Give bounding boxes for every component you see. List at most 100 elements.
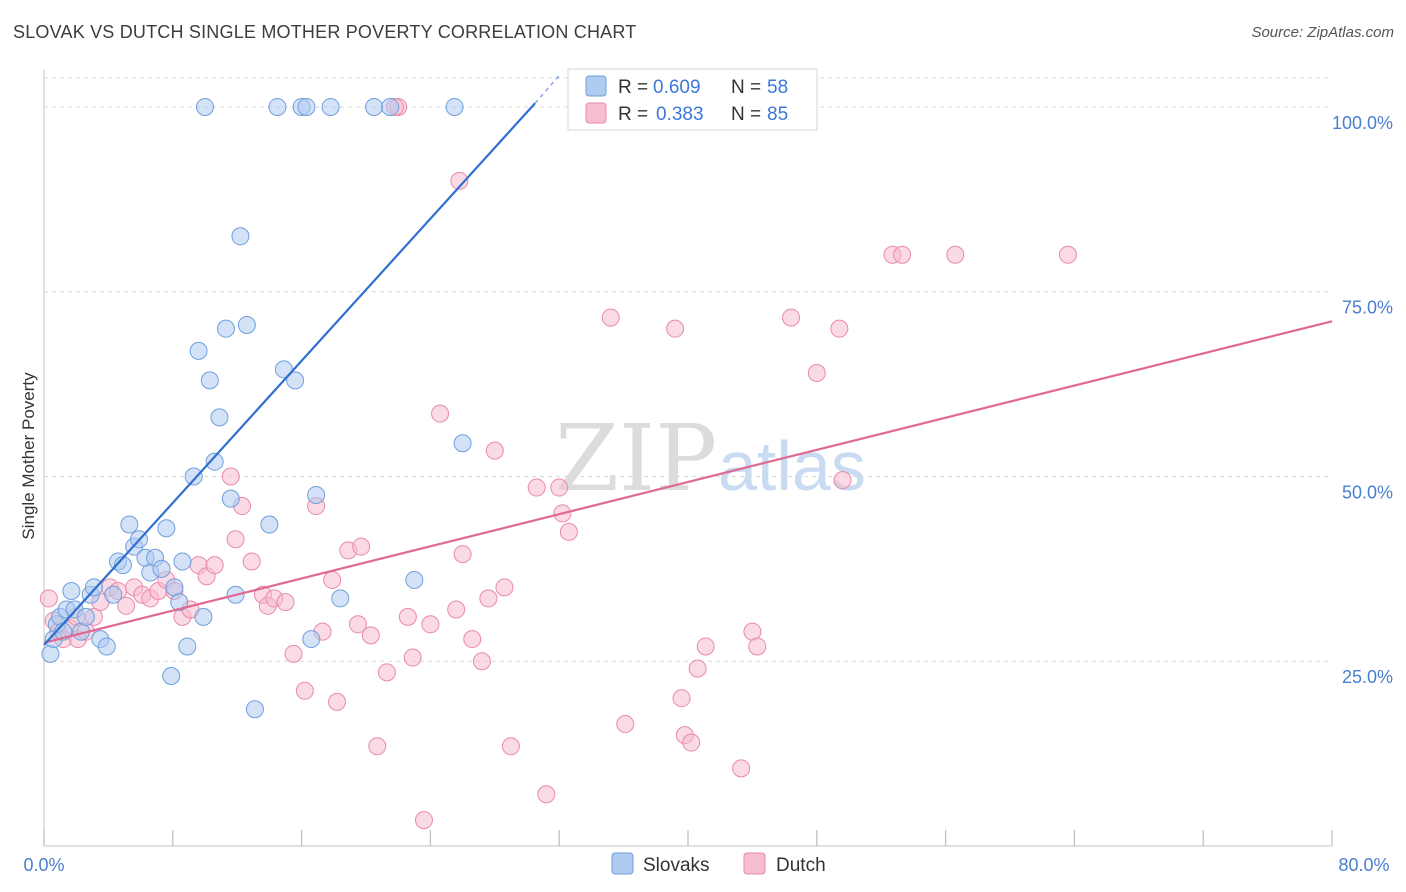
legend-box (567, 68, 818, 131)
slovaks-point (221, 489, 240, 508)
dutch-point (501, 737, 520, 756)
slovaks-point (104, 585, 123, 604)
dutch-point (463, 630, 482, 649)
dutch-point (242, 552, 261, 571)
legend-r-value-slovaks: 0.609 (653, 77, 701, 98)
slovaks-trend-line (43, 102, 536, 646)
slovaks-point (157, 519, 176, 538)
dutch-point (495, 578, 514, 597)
slovaks-point (381, 97, 400, 116)
y-tick-label-25: 25.0% (1342, 667, 1393, 687)
slovaks-point (41, 644, 60, 663)
dutch-point (479, 589, 498, 608)
dutch-point (368, 737, 387, 756)
slovaks-point (62, 582, 81, 601)
slovaks-point (184, 467, 203, 486)
dutch-point (696, 637, 715, 656)
slovaks-point (194, 607, 213, 626)
legend-n-label-dutch: N = (731, 104, 761, 125)
dutch-point (226, 530, 245, 549)
legend-bottom-label-dutch: Dutch (776, 855, 826, 876)
dutch-point (666, 319, 685, 338)
dutch-point (276, 593, 295, 612)
dutch-point (221, 467, 240, 486)
slovaks-point (231, 227, 250, 246)
trend-lines (43, 73, 1333, 646)
source-label: Source: ZipAtlas.com (1251, 24, 1394, 41)
slovaks-point (120, 515, 139, 534)
dutch-point (688, 659, 707, 678)
slovaks-point (205, 452, 224, 471)
dutch-point (403, 648, 422, 667)
watermark-atlas: atlas (718, 427, 866, 505)
slovaks-point (307, 485, 326, 504)
slovaks-trend-extension (534, 73, 562, 104)
slovaks-point (260, 515, 279, 534)
x-axis-ticks (43, 830, 1333, 846)
dutch-point (39, 589, 58, 608)
slovaks-point (321, 97, 340, 116)
y-tick-labels: 25.0% 50.0% 75.0% 100.0% (1332, 113, 1393, 687)
slovaks-point (297, 97, 316, 116)
slovaks-point (302, 630, 321, 649)
slovaks-point (196, 97, 214, 116)
dutch-point (414, 811, 433, 830)
slovaks-point (76, 607, 95, 626)
legend-swatch-dutch (585, 102, 607, 124)
dutch-point (601, 308, 620, 327)
slovaks-point (268, 97, 287, 116)
dutch-point (946, 245, 965, 264)
dutch-point (447, 600, 466, 619)
dutch-point (398, 607, 417, 626)
legend-bottom-swatch-slovaks (611, 852, 634, 875)
slovaks-point (189, 341, 208, 360)
legend-n-value-dutch: 85 (767, 104, 788, 125)
x-tick-label-min: 0.0% (23, 855, 64, 875)
dutch-point (453, 545, 472, 564)
dutch-point (295, 681, 314, 700)
legend-swatch-slovaks (585, 75, 607, 97)
dutch-point (348, 615, 367, 634)
legend-r-label-dutch: R = (618, 104, 648, 125)
dutch-point (352, 537, 371, 556)
legend-top: R = 0.609 N = 58 R = 0.383 N = 85 (567, 68, 818, 131)
slovaks-point (237, 315, 256, 334)
slovaks-point (331, 589, 350, 608)
dutch-point (421, 615, 440, 634)
slovaks-point (453, 434, 472, 453)
legend-n-label-slovaks: N = (731, 77, 761, 98)
dutch-trend-line (43, 320, 1333, 644)
slovaks-point (170, 593, 189, 612)
dutch-point (205, 556, 224, 575)
y-tick-label-75: 75.0% (1342, 298, 1393, 318)
dutch-point (431, 404, 450, 423)
dutch-point (284, 644, 303, 663)
dutch-point (782, 308, 801, 327)
dutch-point (527, 478, 546, 497)
slovaks-point (365, 97, 384, 116)
y-tick-label-100: 100.0% (1332, 113, 1393, 133)
dutch-point (672, 689, 691, 708)
legend-bottom: Slovaks Dutch (611, 852, 826, 876)
slovaks-point (405, 570, 424, 589)
slovaks-point (200, 371, 219, 390)
slovaks-point (162, 667, 181, 686)
legend-r-value-dutch: 0.383 (656, 104, 704, 125)
slovaks-point (245, 700, 264, 719)
dutch-point (807, 364, 826, 383)
dutch-point (485, 441, 504, 460)
legend-r-label-slovaks: R = (618, 77, 648, 98)
chart-title: SLOVAK VS DUTCH SINGLE MOTHER POVERTY CO… (13, 22, 637, 42)
dutch-point (1058, 245, 1077, 264)
slovaks-point (97, 637, 116, 656)
dutch-point (328, 692, 347, 711)
dutch-point (117, 596, 136, 615)
legend-bottom-swatch-dutch (743, 852, 766, 875)
dutch-point (616, 715, 635, 734)
dutch-point (830, 319, 849, 338)
dutch-point (537, 785, 556, 804)
slovaks-point (445, 97, 464, 116)
slovaks-point (210, 408, 229, 427)
x-tick-label-max: 80.0% (1338, 855, 1389, 875)
